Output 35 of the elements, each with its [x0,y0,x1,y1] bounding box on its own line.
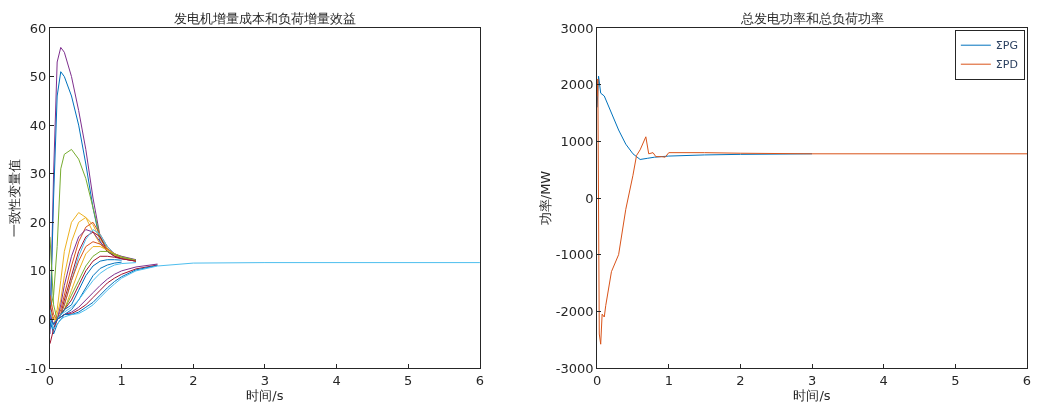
y-tick-label: 3000 [560,20,594,36]
x-tick-label: 2 [736,372,745,388]
x-tick-label: 4 [332,372,341,388]
x-tick-label: 6 [1022,372,1032,388]
legend-label: ΣPG [995,39,1018,53]
y-tick-label: 40 [29,117,47,133]
x-tick-label: 2 [189,372,198,388]
y-tick-label: 50 [29,69,47,85]
y-axis-title: 功率/MW [537,170,553,226]
legend-label: ΣPD [995,58,1018,72]
y-tick-label: 10 [29,263,47,279]
x-tick-label: 5 [404,372,413,388]
y-tick-label: 60 [29,20,47,36]
y-tick-label: 30 [29,166,47,182]
y-tick-label: -2000 [555,303,594,319]
x-tick-label: 1 [664,372,673,388]
chart-title: 发电机增量成本和负荷增量效益 [174,11,356,26]
chart-title: 总发电功率和总负荷功率 [740,11,884,26]
x-tick-label: 6 [475,372,485,388]
x-tick-label: 3 [807,372,817,388]
y-tick-label: 1000 [560,133,594,149]
y-tick-label: 0 [38,311,47,327]
x-axis-title: 时间/s [793,388,831,404]
x-tick-label: 1 [117,372,126,388]
x-tick-label: 3 [260,372,270,388]
y-axis-title: 一致性变量值 [7,159,23,237]
y-tick-label: 2000 [560,77,594,93]
x-axis-title: 时间/s [246,388,284,404]
y-tick-label: 20 [29,214,47,230]
y-tick-label: -1000 [555,247,594,263]
y-tick-label: -3000 [555,360,594,376]
x-tick-label: 4 [879,372,888,388]
y-tick-label: 0 [585,190,594,206]
y-tick-label: -10 [25,360,47,376]
x-tick-label: 5 [951,372,960,388]
